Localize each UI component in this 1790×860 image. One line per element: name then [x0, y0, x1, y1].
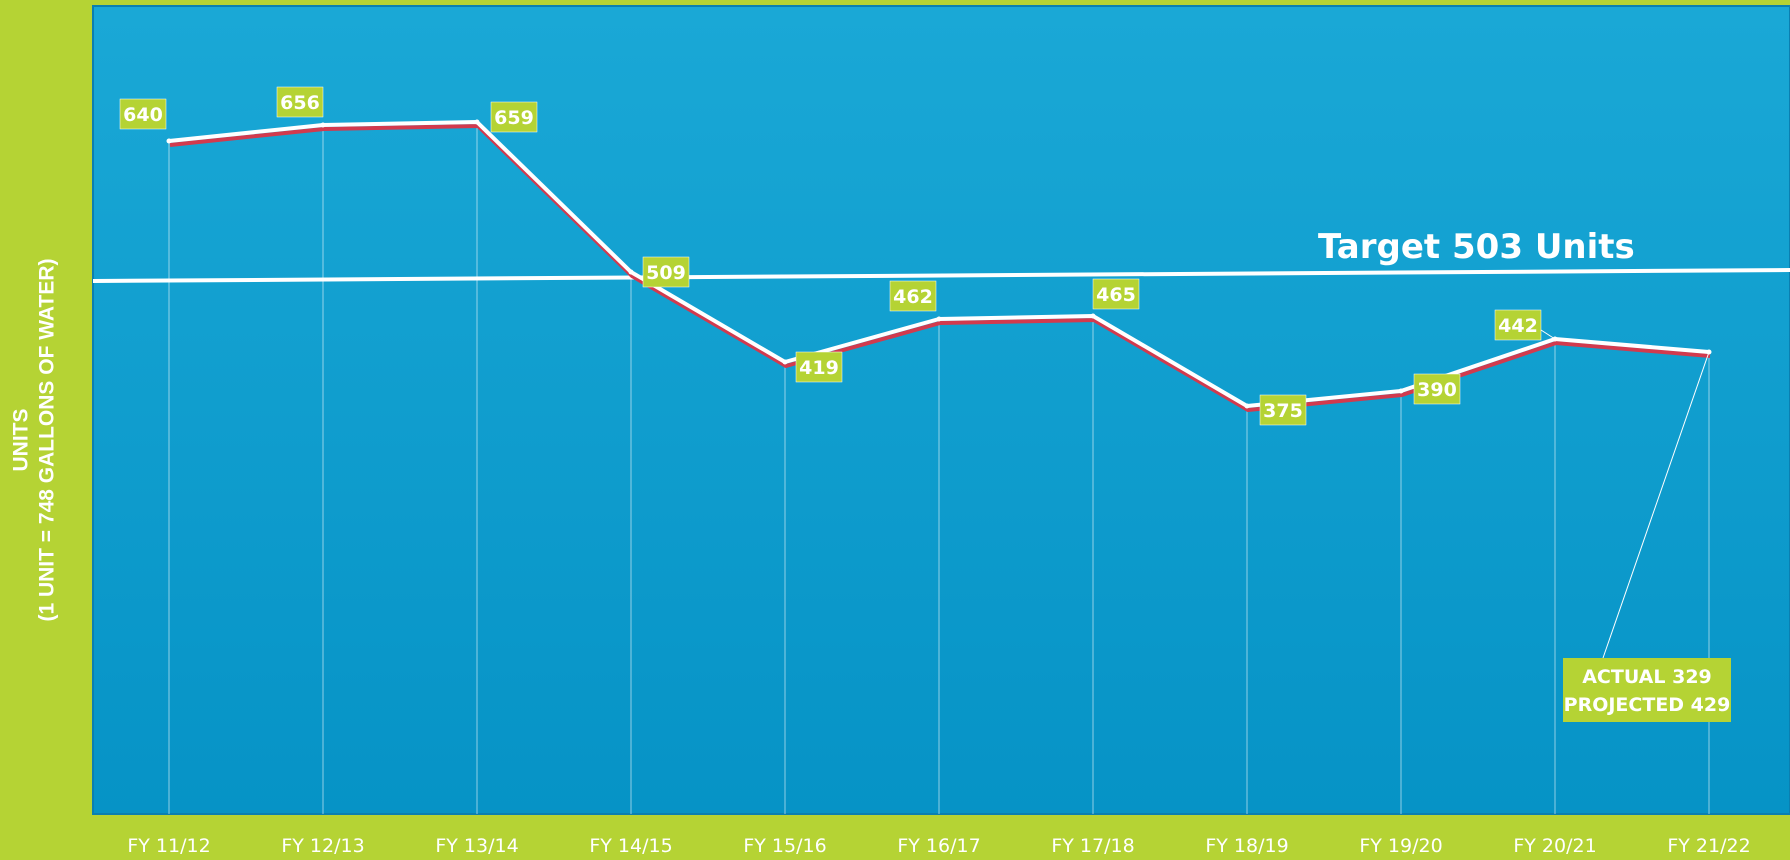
x-tick-label: FY 18/19: [1205, 835, 1288, 857]
plot-area: [92, 5, 1790, 815]
data-label: 462: [889, 280, 937, 312]
data-label-text: ACTUAL 329: [1582, 666, 1712, 688]
data-point: [1244, 403, 1250, 409]
data-label-text: 419: [799, 357, 839, 379]
callout-leader: [1602, 351, 1710, 659]
data-label-text: PROJECTED 429: [1564, 694, 1731, 716]
data-label-text: 659: [494, 107, 534, 129]
x-tick-label: FY 15/16: [743, 835, 826, 857]
target-line: [92, 268, 1790, 283]
x-tick-label: FY 11/12: [127, 835, 210, 857]
label-leader: [1540, 329, 1556, 340]
data-label: 640: [119, 98, 167, 130]
data-label: 465: [1092, 278, 1140, 310]
data-label: 442: [1494, 309, 1542, 341]
x-tick-label: FY 16/17: [897, 835, 980, 857]
data-label-text: 442: [1498, 315, 1538, 337]
data-point: [474, 119, 480, 125]
x-tick-label: FY 17/18: [1051, 835, 1134, 857]
data-label-text: 656: [280, 92, 320, 114]
data-label-text: 465: [1096, 284, 1136, 306]
data-label: 375: [1259, 394, 1307, 426]
data-point: [166, 138, 172, 144]
data-label-text: 640: [123, 104, 163, 126]
data-label-callout: ACTUAL 329 PROJECTED 429: [1563, 351, 1731, 722]
data-point: [628, 269, 634, 275]
x-tick-label: FY 20/21: [1513, 835, 1596, 857]
data-label-text: 390: [1417, 379, 1457, 401]
data-label: 659: [490, 101, 538, 133]
data-point: [320, 122, 326, 128]
data-label: 419: [795, 351, 843, 383]
x-tick-label: FY 19/20: [1359, 835, 1442, 857]
data-label: 509: [642, 256, 690, 288]
x-tick-label: FY 12/13: [281, 835, 364, 857]
data-label: 656: [276, 86, 324, 118]
x-tick-label: FY 21/22: [1667, 835, 1750, 857]
data-point: [936, 316, 942, 322]
data-label-text: 375: [1263, 400, 1303, 422]
data-label-text: 509: [646, 262, 686, 284]
data-point: [1398, 388, 1404, 394]
data-label-text: 462: [893, 286, 933, 308]
x-tick-label: FY 14/15: [589, 835, 672, 857]
target-label: Target 503 Units: [1318, 227, 1635, 267]
data-point: [782, 359, 788, 365]
data-point: [1090, 313, 1096, 319]
x-tick-label: FY 13/14: [435, 835, 518, 857]
data-label: 390: [1413, 373, 1461, 405]
